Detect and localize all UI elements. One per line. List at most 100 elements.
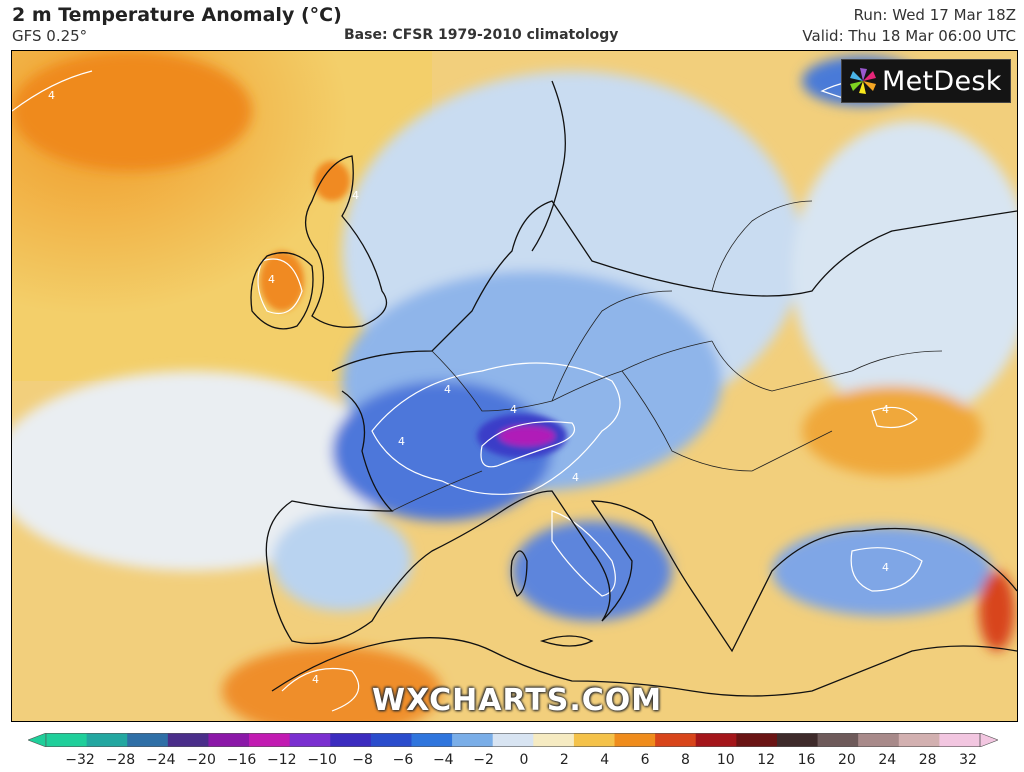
colorbar-segment <box>573 733 616 747</box>
colorbar-segment <box>411 733 453 747</box>
colorbar-arrow-right <box>979 733 998 747</box>
russia-cool-region <box>792 121 1017 421</box>
temperature-anomaly-map[interactable]: 4 4 4 4 4 4 4 4 4 4 MetDesk WXCHARTS.COM <box>11 50 1018 722</box>
colorbar-frame <box>45 733 981 747</box>
base-climatology-label: Base: CFSR 1979-2010 climatology <box>344 27 619 43</box>
ireland-warm-core <box>260 251 304 311</box>
colorbar-segment <box>86 733 128 747</box>
great-britain-coast <box>305 155 388 328</box>
map-canvas: 4 4 4 4 4 4 4 4 4 4 <box>12 51 1017 721</box>
contour-label: 4 <box>48 89 55 102</box>
contour-label: 4 <box>352 189 359 202</box>
scotland-warm-core <box>314 161 350 201</box>
contour-label: 4 <box>398 435 405 448</box>
contour-minus-4-france <box>371 362 621 495</box>
colorbar-tick-label: −24 <box>145 752 176 768</box>
colorbar-tick-label: 2 <box>559 752 569 768</box>
contour-ukraine <box>871 406 918 429</box>
coastlines <box>250 80 1017 697</box>
italy-cold-region <box>512 521 672 621</box>
contour-label: 4 <box>510 403 517 416</box>
sardinia-corsica-coast <box>510 550 528 597</box>
colorbar-tick-label: 10 <box>716 752 735 768</box>
colorbar-tick-label: −32 <box>65 752 95 768</box>
colorbar-segment <box>939 733 981 747</box>
colorbar-tick-label: −20 <box>186 752 216 768</box>
colorbar-tick-label: 4 <box>600 752 610 768</box>
metdesk-logo-text: MetDesk <box>882 65 1002 97</box>
colorbar-segment <box>492 733 534 747</box>
colorbar-segment <box>655 733 697 747</box>
colorbar-segment <box>614 733 656 747</box>
border-line-3 <box>621 370 833 472</box>
colorbar-tick-label: −12 <box>267 752 297 768</box>
atlantic-neutral-region <box>12 371 392 571</box>
ireland-coast <box>250 252 314 330</box>
anomaly-contours <box>12 70 923 712</box>
run-time-label: Run: Wed 17 Mar 18Z <box>853 6 1016 24</box>
metdesk-logo[interactable]: MetDesk <box>841 59 1011 103</box>
border-line-2 <box>551 290 673 402</box>
colorbar-segment <box>127 733 169 747</box>
border-line-5 <box>391 470 483 512</box>
contour-label: 4 <box>312 673 319 686</box>
north-europe-coast <box>331 200 1017 372</box>
chart-title: 2 m Temperature Anomaly (°C) <box>12 4 342 26</box>
model-label: GFS 0.25° <box>12 27 88 45</box>
colorbar-segment <box>695 733 737 747</box>
colorbar-tick-label: 20 <box>837 752 856 768</box>
contour-label: 4 <box>882 403 889 416</box>
contour-italy <box>551 510 616 597</box>
colorbar-segment <box>452 733 494 747</box>
wxcharts-watermark: WXCHARTS.COM <box>372 683 663 718</box>
contour-atlantic <box>12 70 93 112</box>
colorbar-tick-label: 8 <box>680 752 690 768</box>
north-africa-warm-region <box>222 646 442 721</box>
contour-label: 4 <box>268 273 275 286</box>
colorbar-segment <box>817 733 859 747</box>
colorbar-tick-label: 28 <box>918 752 937 768</box>
scandinavia-coast <box>531 80 566 252</box>
colorbar-segment <box>533 733 575 747</box>
colorbar-tick-label: −6 <box>392 752 414 768</box>
colorbar-segment <box>858 733 900 747</box>
colorbar-tick-label: −8 <box>352 752 373 768</box>
colorbar-arrow-left <box>28 733 47 747</box>
colorbar-segment <box>167 733 209 747</box>
colorbar-tick-label: 32 <box>959 752 977 768</box>
colorbar-tick-label: 6 <box>640 752 650 768</box>
sicily-coast <box>539 635 594 647</box>
turkey-cold-region <box>772 526 992 616</box>
colorbar-tick-label: 16 <box>797 752 816 768</box>
colorbar-segment <box>776 733 819 747</box>
colorbar-segment <box>289 733 331 747</box>
colorbar-segment <box>898 733 940 747</box>
contour-label-group: 4 4 4 4 4 4 4 4 4 4 <box>48 89 889 686</box>
colorbar-tick-label: −10 <box>307 752 337 768</box>
mediterranean-north-coast <box>265 390 1017 653</box>
france-cold-region <box>332 381 552 521</box>
colorbar-tick-label: 0 <box>519 752 529 768</box>
country-borders <box>391 200 943 512</box>
metdesk-pinwheel-icon <box>850 68 876 94</box>
border-line-6 <box>711 200 813 292</box>
colorbar-segment <box>208 733 250 747</box>
colorbar-tick-label: −28 <box>105 752 136 768</box>
border-line-4 <box>711 340 943 392</box>
colorbar-segment <box>330 733 372 747</box>
colorbar-tick-label: −2 <box>473 752 494 768</box>
contour-turkey <box>850 547 923 592</box>
iberia-cool-region <box>272 511 412 611</box>
colorbar-tick-label: 12 <box>757 752 776 768</box>
colorbar-segment <box>46 733 88 747</box>
contour-label: 4 <box>882 561 889 574</box>
north-africa-coast <box>271 637 1017 697</box>
colorbar-segment <box>736 733 778 747</box>
contour-label: 4 <box>444 383 451 396</box>
colorbar-tick-label: 24 <box>878 752 897 768</box>
north-atlantic-warm-core <box>12 51 252 171</box>
contour-ireland <box>257 258 303 315</box>
colorbar-tick-label: −16 <box>226 752 257 768</box>
contour-africa <box>281 667 360 712</box>
alps-extreme-cold-core <box>499 426 555 446</box>
